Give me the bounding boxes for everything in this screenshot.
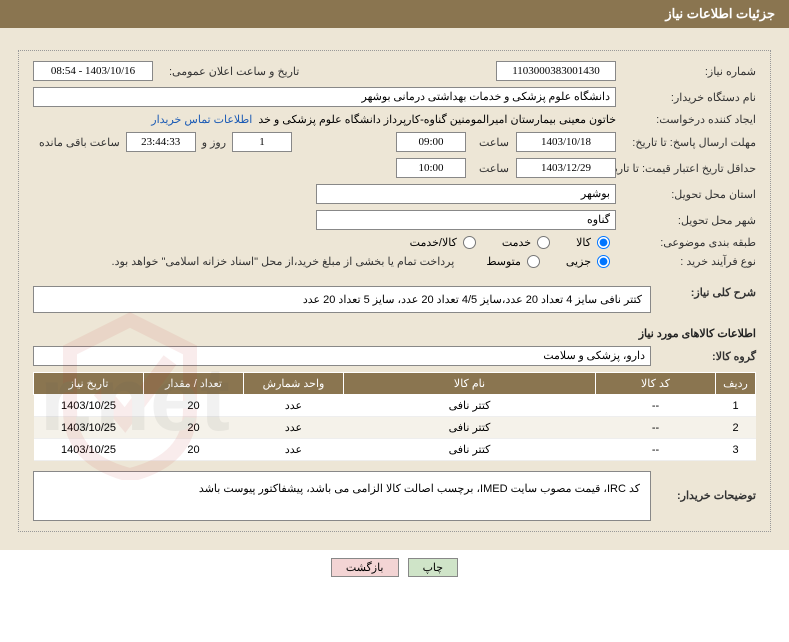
th-qty: تعداد / مقدار	[144, 373, 244, 395]
buyer-notes-box: کد IRC، قیمت مصوب سایت IMED، برچسب اصالت…	[33, 471, 651, 521]
table-cell-unit: عدد	[244, 417, 344, 439]
buyer-org-label: نام دستگاه خریدار:	[616, 91, 756, 104]
row-category: طبقه بندی موضوعی: کالا خدمت کالا/خدمت	[33, 236, 756, 249]
time-label-1: ساعت	[466, 136, 516, 149]
province-value: بوشهر	[316, 184, 616, 204]
table-cell-code: --	[596, 395, 716, 417]
th-row: ردیف	[716, 373, 756, 395]
row-province: استان محل تحویل: بوشهر	[33, 184, 756, 204]
radio-goods[interactable]	[597, 236, 610, 249]
buyer-notes-label: توضیحات خریدار:	[651, 471, 756, 502]
row-summary: شرح کلی نیاز: کتتر نافی سایز 4 تعداد 20 …	[33, 286, 756, 313]
summary-box: کتتر نافی سایز 4 تعداد 20 عدد،سایز 4/5 ت…	[33, 286, 651, 313]
days-remaining: 1	[232, 132, 292, 152]
province-label: استان محل تحویل:	[616, 188, 756, 201]
valid-until-label: حداقل تاریخ اعتبار قیمت: تا تاریخ:	[616, 162, 756, 175]
print-button[interactable]: چاپ	[408, 558, 459, 577]
table-cell-unit: عدد	[244, 395, 344, 417]
items-table: ردیف کد کالا نام کالا واحد شمارش تعداد /…	[33, 372, 756, 461]
reply-until-date: 1403/10/18	[516, 132, 616, 152]
city-value: گناوه	[316, 210, 616, 230]
table-cell-code: --	[596, 439, 716, 461]
request-no-value: 1103000383001430	[496, 61, 616, 81]
table-cell-date: 1403/10/25	[34, 417, 144, 439]
radio-both[interactable]	[463, 236, 476, 249]
table-cell-qty: 20	[144, 417, 244, 439]
valid-until-date: 1403/12/29	[516, 158, 616, 178]
buyer-contact-link[interactable]: اطلاعات تماس خریدار	[151, 113, 252, 126]
request-no-label: شماره نیاز:	[616, 65, 756, 78]
announce-dt-value: 1403/10/16 - 08:54	[33, 61, 153, 81]
buyer-org-value: دانشگاه علوم پزشکی و خدمات بهداشتی درمان…	[33, 87, 616, 107]
countdown-timer: 23:44:33	[126, 132, 196, 152]
th-code: کد کالا	[596, 373, 716, 395]
purchase-note: پرداخت تمام یا بخشی از مبلغ خرید،از محل …	[112, 255, 455, 268]
radio-small[interactable]	[597, 255, 610, 268]
row-city: شهر محل تحویل: گناوه	[33, 210, 756, 230]
radio-medium[interactable]	[527, 255, 540, 268]
row-buyer-notes: توضیحات خریدار: کد IRC، قیمت مصوب سایت I…	[33, 471, 756, 521]
table-row: 3--کتتر نافیعدد201403/10/25	[34, 439, 756, 461]
table-cell-qty: 20	[144, 439, 244, 461]
row-request-no: شماره نیاز: 1103000383001430 تاریخ و ساع…	[33, 61, 756, 81]
button-row: چاپ بازگشت	[0, 550, 789, 585]
row-reply-deadline: مهلت ارسال پاسخ: تا تاریخ: 1403/10/18 سا…	[33, 132, 756, 152]
group-value: دارو، پزشکی و سلامت	[33, 346, 651, 366]
table-row: 2--کتتر نافیعدد201403/10/25	[34, 417, 756, 439]
table-cell-n: 1	[716, 395, 756, 417]
table-cell-name: کتتر نافی	[344, 439, 596, 461]
announce-dt-label: تاریخ و ساعت اعلان عمومی:	[163, 65, 299, 78]
time-label-2: ساعت	[466, 162, 516, 175]
table-cell-qty: 20	[144, 395, 244, 417]
th-unit: واحد شمارش	[244, 373, 344, 395]
row-purchase-type: نوع فرآیند خرید : جزیی متوسط پرداخت تمام…	[33, 255, 756, 268]
category-label: طبقه بندی موضوعی:	[616, 236, 756, 249]
table-cell-code: --	[596, 417, 716, 439]
countdown-label: ساعت باقی مانده	[33, 136, 126, 149]
radio-service[interactable]	[537, 236, 550, 249]
radio-small-label: جزیی	[566, 255, 591, 268]
th-date: تاریخ نیاز	[34, 373, 144, 395]
valid-until-time: 10:00	[396, 158, 466, 178]
reply-until-label: مهلت ارسال پاسخ: تا تاریخ:	[616, 136, 756, 149]
table-cell-n: 2	[716, 417, 756, 439]
table-row: 1--کتتر نافیعدد201403/10/25	[34, 395, 756, 417]
group-label: گروه کالا:	[651, 350, 756, 363]
panel-header: جزئیات اطلاعات نیاز	[0, 0, 789, 28]
back-button[interactable]: بازگشت	[331, 558, 399, 577]
table-cell-name: کتتر نافی	[344, 417, 596, 439]
table-cell-date: 1403/10/25	[34, 395, 144, 417]
radio-service-label: خدمت	[502, 236, 531, 249]
gap-row	[0, 28, 789, 50]
row-requester: ایجاد کننده درخواست: خاتون معینی بیمارست…	[33, 113, 756, 126]
radio-both-label: کالا/خدمت	[410, 236, 457, 249]
days-remain-label: روز و	[196, 136, 232, 149]
purchase-type-label: نوع فرآیند خرید :	[616, 255, 756, 268]
reply-until-time: 09:00	[396, 132, 466, 152]
requester-value: خاتون معینی بیمارستان امیرالمومنین گناوه…	[258, 113, 616, 126]
details-panel: شماره نیاز: 1103000383001430 تاریخ و ساع…	[18, 50, 771, 532]
items-section-title: اطلاعات کالاهای مورد نیاز	[33, 319, 756, 346]
table-cell-name: کتتر نافی	[344, 395, 596, 417]
row-price-validity: حداقل تاریخ اعتبار قیمت: تا تاریخ: 1403/…	[33, 158, 756, 178]
content-wrap: AriaTender.net شماره نیاز: 1103000383001…	[0, 50, 789, 550]
table-cell-unit: عدد	[244, 439, 344, 461]
radio-medium-label: متوسط	[486, 255, 521, 268]
th-name: نام کالا	[344, 373, 596, 395]
city-label: شهر محل تحویل:	[616, 214, 756, 227]
radio-goods-label: کالا	[576, 236, 591, 249]
table-cell-n: 3	[716, 439, 756, 461]
summary-label: شرح کلی نیاز:	[651, 286, 756, 299]
row-buyer-org: نام دستگاه خریدار: دانشگاه علوم پزشکی و …	[33, 87, 756, 107]
row-group: گروه کالا: دارو، پزشکی و سلامت	[33, 346, 756, 366]
panel-title: جزئیات اطلاعات نیاز	[665, 6, 775, 21]
requester-label: ایجاد کننده درخواست:	[616, 113, 756, 126]
table-cell-date: 1403/10/25	[34, 439, 144, 461]
